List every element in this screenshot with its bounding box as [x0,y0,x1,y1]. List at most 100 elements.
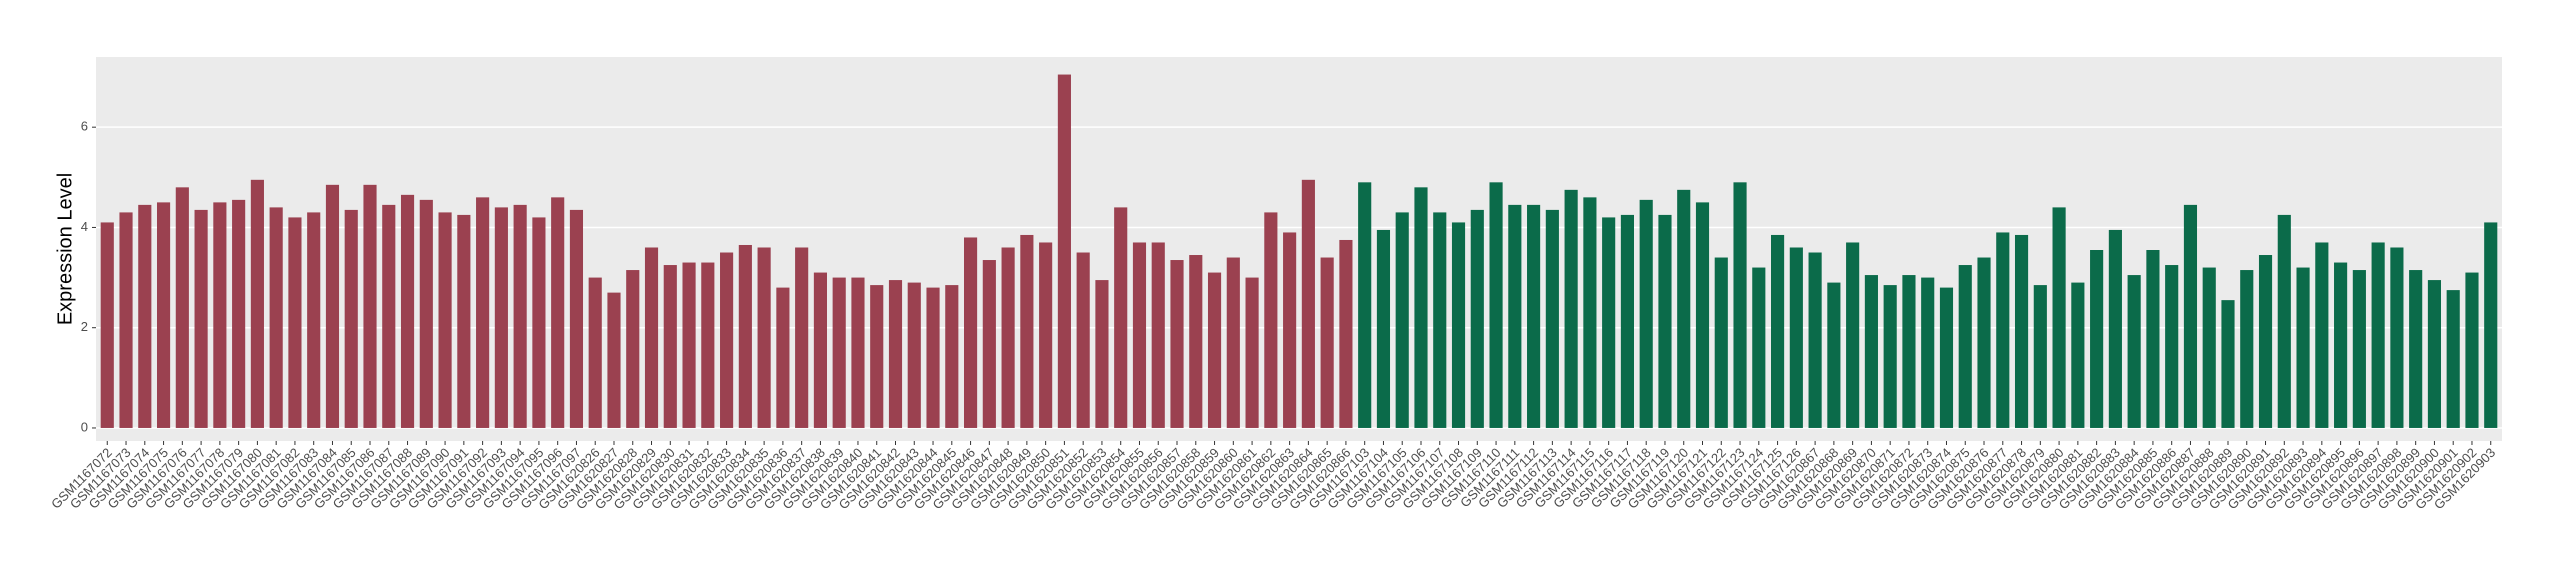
bar [963,237,978,428]
bar [1564,189,1578,428]
bar [1095,280,1109,428]
bar [325,184,340,428]
bar [382,204,396,428]
bar [2371,242,2385,428]
bar [1114,207,1128,428]
bar [1602,217,1616,428]
bar [757,247,771,428]
bar [2277,214,2291,428]
bar [400,194,415,428]
bar [1470,209,1484,428]
bar [701,262,715,428]
bar [776,287,790,428]
bar [232,199,246,428]
bar [2052,207,2066,428]
bar [419,199,433,428]
bar [1846,242,1860,428]
bar [888,280,903,428]
bar [2390,247,2404,428]
bar [2296,267,2310,428]
bar [2409,270,2423,428]
bar [2315,242,2329,428]
bar [194,209,208,428]
bar [1789,247,1803,428]
bar [720,252,734,428]
bar [2484,222,2498,428]
bar [2165,265,2179,428]
bar [175,187,189,428]
bar [2146,250,2160,428]
bar [1207,272,1222,428]
bar [1677,189,1691,428]
bar [307,212,321,428]
bar [607,292,621,428]
bar [494,207,508,428]
bar [569,209,584,428]
bar [2014,234,2029,428]
bar [2127,275,2141,428]
bar [1545,209,1559,428]
bar [551,197,565,428]
bar [1508,204,1522,428]
bar [1020,234,1034,428]
bar [2221,300,2235,428]
bar [1132,242,1147,428]
bar [269,207,283,428]
bar [2071,282,2085,428]
panel [96,57,2502,441]
bar [644,247,659,428]
bar [1996,232,2010,428]
bar [1170,260,1184,428]
bar [1076,252,1090,428]
bar [1376,229,1391,428]
bar [1414,187,1428,428]
bar [1301,179,1315,428]
bar [1226,257,1240,428]
bar [1827,282,1841,428]
bar [1921,277,1935,428]
bar [1039,242,1053,428]
bar [513,204,527,428]
bar [2183,204,2198,428]
bar [1658,214,1672,428]
bar [1714,257,1728,428]
bar [1151,242,1165,428]
bar [363,184,377,428]
bar [476,197,490,428]
bar [832,277,846,428]
y-tick-label: 6 [81,119,88,134]
bar [588,277,602,428]
y-tick-label: 0 [81,419,88,434]
bar [1883,285,1897,428]
bar [2090,250,2104,428]
y-tick-label: 4 [81,219,88,234]
bar [2465,272,2479,428]
bar [250,179,264,428]
bar [138,204,152,428]
bar [1977,257,1991,428]
bar [1057,74,1071,428]
bar [2427,280,2442,428]
bar [1320,257,1334,428]
bar [2352,270,2366,428]
bar [1451,222,1466,428]
bar [1001,247,1015,428]
bar [1339,239,1353,428]
bar [851,277,865,428]
bar [813,272,827,428]
bar [1395,212,1409,428]
bar [1752,267,1766,428]
bar [682,262,696,428]
bar [1358,182,1372,428]
bar [457,214,471,428]
bar [1433,212,1447,428]
bar [945,285,959,428]
bar [2334,262,2348,428]
bar [1808,252,1822,428]
bar [438,212,452,428]
y-axis-label: Expression Level [54,173,76,325]
bar [2202,267,2216,428]
bar [1527,204,1541,428]
bar [1771,234,1785,428]
bar [626,270,640,428]
